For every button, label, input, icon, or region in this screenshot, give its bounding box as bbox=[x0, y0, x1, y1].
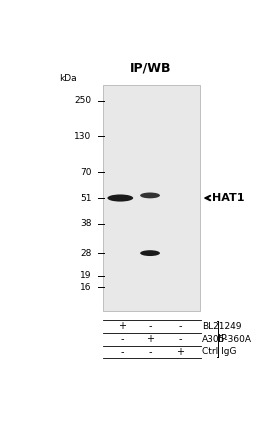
Text: 130: 130 bbox=[74, 132, 92, 141]
Text: -: - bbox=[121, 334, 124, 344]
Text: 16: 16 bbox=[80, 282, 92, 292]
Text: kDa: kDa bbox=[59, 74, 77, 83]
Text: +: + bbox=[176, 347, 184, 357]
Text: 51: 51 bbox=[80, 194, 92, 203]
Ellipse shape bbox=[108, 195, 133, 202]
Text: +: + bbox=[146, 334, 154, 344]
Text: Ctrl IgG: Ctrl IgG bbox=[202, 347, 236, 357]
Text: 70: 70 bbox=[80, 168, 92, 176]
Text: -: - bbox=[148, 347, 152, 357]
Text: IP: IP bbox=[218, 334, 227, 344]
Text: BL21249: BL21249 bbox=[202, 322, 241, 330]
Ellipse shape bbox=[140, 192, 160, 198]
Text: 38: 38 bbox=[80, 219, 92, 229]
Ellipse shape bbox=[140, 250, 160, 256]
Text: -: - bbox=[148, 321, 152, 331]
Text: -: - bbox=[178, 321, 182, 331]
Text: IP/WB: IP/WB bbox=[130, 62, 172, 75]
Text: -: - bbox=[121, 347, 124, 357]
Text: HAT1: HAT1 bbox=[212, 193, 244, 203]
Bar bbox=[103, 85, 200, 312]
Text: -: - bbox=[178, 334, 182, 344]
Text: 250: 250 bbox=[74, 96, 92, 105]
Text: A305-360A: A305-360A bbox=[202, 335, 252, 344]
Text: +: + bbox=[118, 321, 126, 331]
Text: 19: 19 bbox=[80, 271, 92, 280]
Text: 28: 28 bbox=[80, 249, 92, 258]
